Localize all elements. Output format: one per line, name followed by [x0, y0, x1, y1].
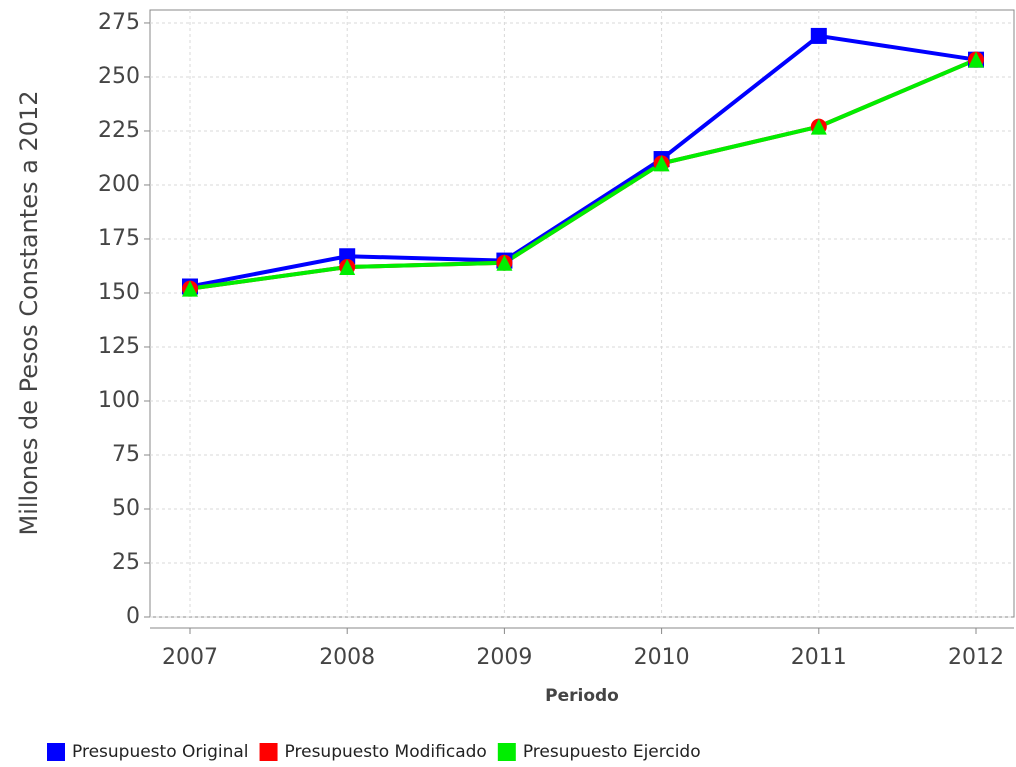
x-axis-label: Periodo — [545, 686, 619, 706]
marker — [968, 51, 984, 68]
marker — [496, 254, 513, 271]
y-tick-label: 250 — [98, 64, 140, 89]
y-tick-label: 125 — [98, 334, 140, 359]
x-tick-label: 2011 — [791, 645, 847, 670]
series-line — [189, 57, 977, 291]
marker — [47, 743, 65, 761]
marker — [339, 259, 356, 276]
marker — [810, 118, 827, 135]
x-tick-label: 2007 — [162, 645, 218, 670]
marker — [810, 27, 827, 44]
plot-area — [149, 9, 1015, 618]
marker — [653, 155, 670, 172]
series-line — [189, 33, 977, 289]
y-tick-label: 200 — [98, 172, 140, 197]
y-tick-label: 50 — [112, 496, 140, 521]
y-axis-label: Millones de Pesos Constantes a 2012 — [15, 90, 43, 535]
x-tick-label: 2012 — [948, 645, 1004, 670]
x-tick-label: 2008 — [319, 645, 375, 670]
y-tick-label: 275 — [98, 10, 140, 35]
legend-label: Presupuesto Original — [72, 742, 249, 762]
y-tick-label: 75 — [112, 442, 140, 467]
x-tick-label: 2009 — [476, 645, 532, 670]
y-tick-label: 0 — [126, 604, 140, 629]
y-tick-label: 225 — [98, 118, 140, 143]
y-tick-label: 150 — [98, 280, 140, 305]
marker — [497, 743, 516, 761]
marker — [259, 743, 278, 761]
legend-label: Presupuesto Modificado — [285, 742, 487, 762]
marker — [182, 280, 198, 297]
y-tick-label: 100 — [98, 388, 140, 413]
x-tick-label: 2010 — [634, 645, 690, 670]
legend-label: Presupuesto Ejercido — [523, 742, 701, 762]
y-tick-label: 25 — [112, 550, 140, 575]
y-tick-label: 175 — [98, 226, 140, 251]
